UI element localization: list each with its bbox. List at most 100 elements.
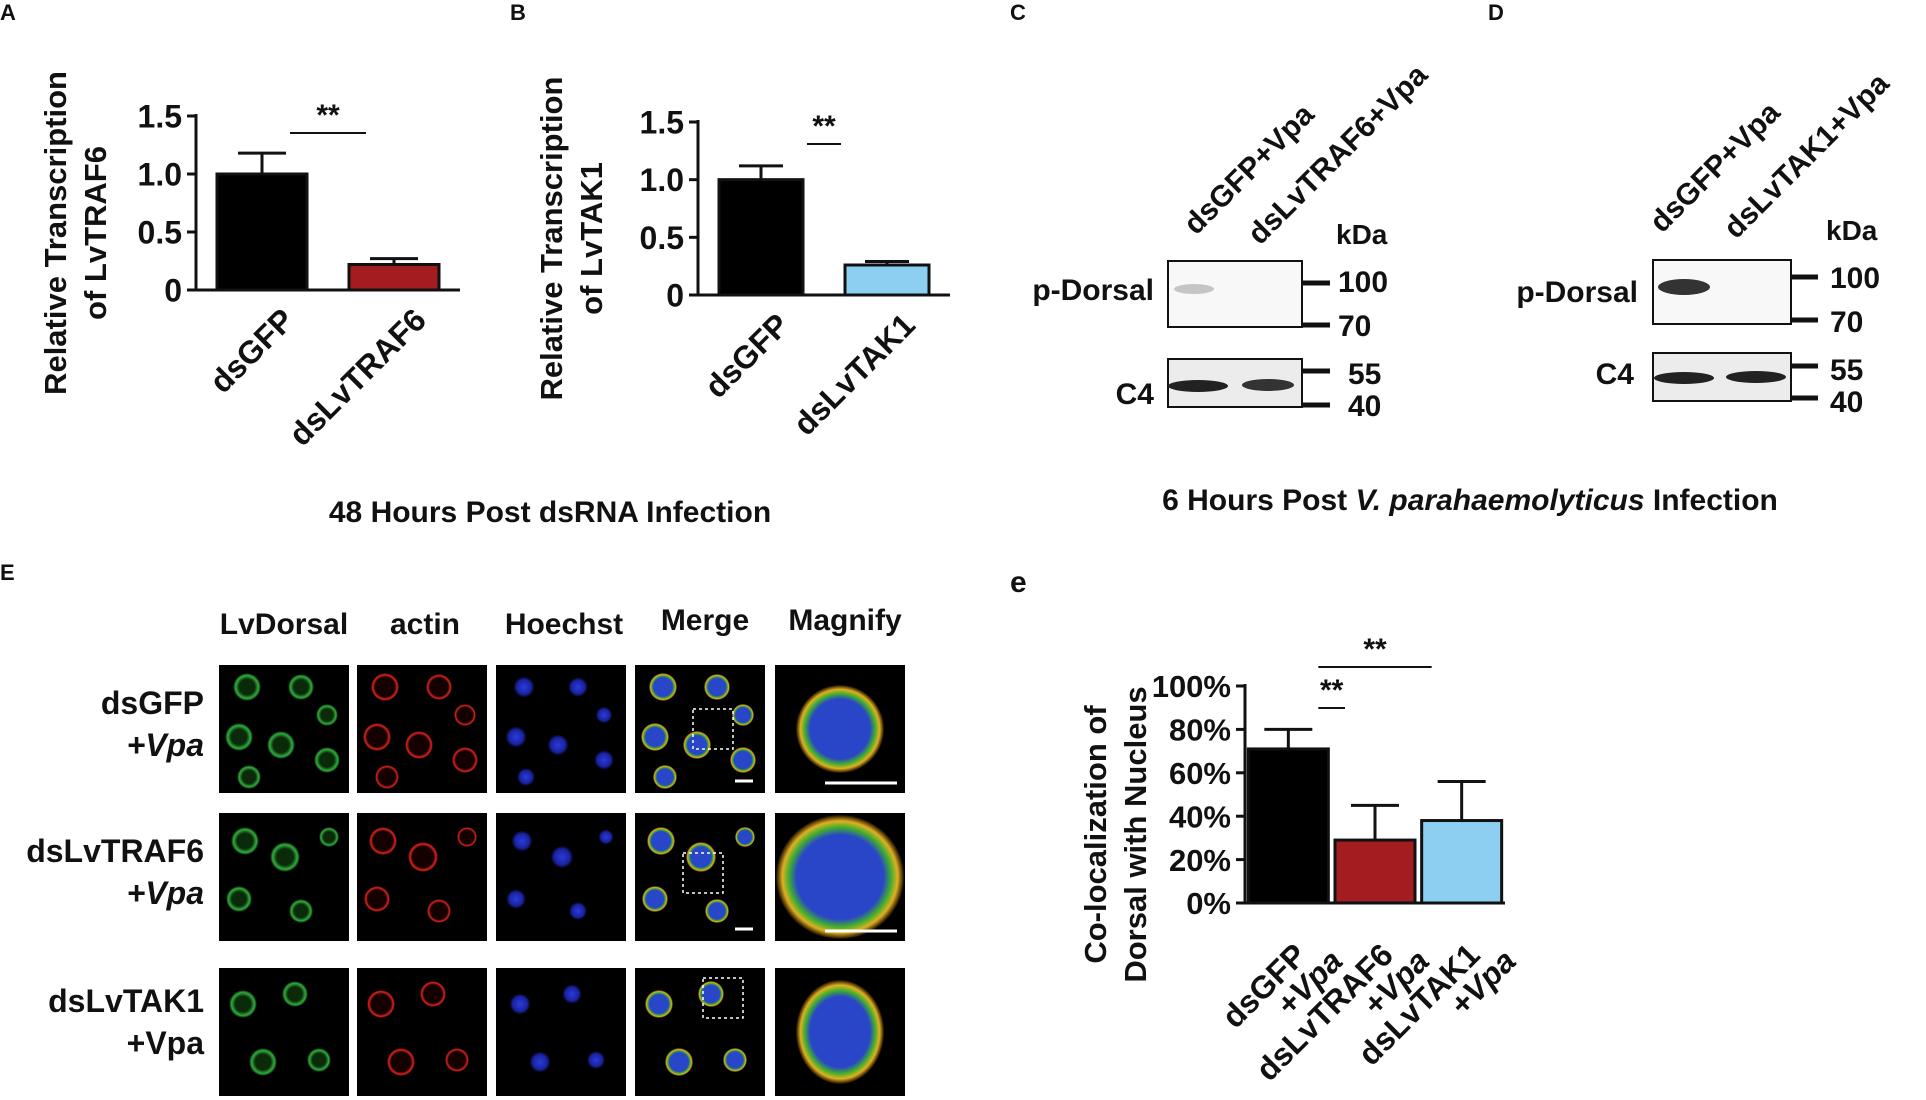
blot-c-band-c4-2 [1242, 379, 1294, 391]
micrograph-tile-r1-mag [775, 665, 905, 793]
cell [704, 674, 730, 700]
cell [705, 899, 729, 923]
category-label: dsLvTAK1 [786, 306, 922, 442]
cell [509, 993, 531, 1015]
bar [717, 178, 805, 297]
cell [568, 677, 588, 697]
y-tick-label: 100% [1152, 669, 1231, 704]
blot-d: dsGFP+Vpa dsLvTAK1+Vpa kDa p-Dorsal 100 … [1516, 67, 1895, 419]
micrograph-row-2-label-2: +Vpa [127, 875, 204, 911]
micrograph-row-3-label-2: +Vpa [127, 1025, 205, 1061]
blot-d-row-label-pdorsal: p-Dorsal [1516, 276, 1638, 309]
cell [645, 990, 673, 1018]
micrograph-tile-r1-green [219, 665, 349, 793]
significance-label: ** [1320, 674, 1344, 707]
y-axis-title: of LvTRAF6 [78, 146, 113, 320]
cell [249, 1048, 277, 1076]
cell [270, 842, 300, 872]
y-tick-label: 0% [1186, 886, 1231, 921]
cell [229, 990, 257, 1018]
cell [445, 1048, 469, 1072]
micrograph-grid [219, 665, 905, 1096]
cell [282, 981, 308, 1007]
bar [1246, 747, 1330, 905]
cell [307, 1048, 331, 1072]
cell [408, 842, 438, 872]
cell [371, 673, 399, 701]
cell [289, 899, 313, 923]
chart-e: 0%20%40%60%80%100%dsGFP+VpadsLvTRAF6+Vpa… [1078, 633, 1523, 1088]
cell [569, 902, 587, 920]
cell [547, 734, 569, 756]
micrograph-row-1-label-1: dsGFP [101, 685, 204, 721]
cell [314, 747, 340, 773]
cell [237, 765, 261, 789]
micrograph-col-merge: Merge [661, 604, 749, 637]
cell [594, 750, 614, 770]
cell [665, 1048, 693, 1076]
cell [231, 827, 259, 855]
magnified-cell [796, 685, 884, 773]
blot-c-marker-40: 40 [1348, 390, 1381, 423]
micrograph-tile-r2-red [357, 813, 487, 941]
cell [517, 768, 535, 786]
panel-label-b: B [510, 0, 526, 25]
blot-d-marker-40: 40 [1830, 386, 1863, 419]
cell [686, 842, 716, 872]
micrograph-tile-r3-mag [775, 968, 905, 1096]
cell [595, 706, 613, 724]
y-tick-label: 0 [164, 273, 182, 309]
y-axis-title: of LvTAK1 [574, 162, 609, 315]
micrograph-tile-r3-green [219, 968, 349, 1096]
micrograph-tile-r1-blue [496, 665, 626, 793]
micrograph-tile-r2-blue [496, 813, 626, 941]
cell [364, 886, 390, 912]
y-axis-title: Co-localization of [1078, 705, 1113, 964]
panel-label-d: D [1488, 0, 1504, 25]
blot-c-marker-70: 70 [1338, 310, 1371, 343]
cell [529, 1051, 551, 1073]
cell [732, 704, 754, 726]
cell [505, 726, 527, 748]
cell [723, 1048, 747, 1072]
micrograph-row-3-label-1: dsLvTAK1 [48, 983, 204, 1019]
y-tick-label: 0.5 [640, 220, 684, 256]
caption-dsrna: 48 Hours Post dsRNA Infection [329, 496, 771, 529]
cell [426, 674, 452, 700]
micrograph-col-lvdorsal: LvDorsal [220, 608, 348, 641]
blot-c-membrane-pdorsal [1167, 260, 1303, 328]
caption-vpa-suffix: Infection [1645, 484, 1778, 517]
cell [452, 747, 478, 773]
blot-d-row-label-c4: C4 [1596, 358, 1635, 391]
y-tick-label: 1.0 [640, 162, 684, 198]
y-tick-label: 60% [1169, 756, 1231, 791]
y-tick-label: 40% [1169, 799, 1231, 834]
cell [511, 830, 533, 852]
zoom-box [702, 977, 744, 1019]
bar [843, 263, 931, 297]
cell [369, 827, 397, 855]
cell [735, 827, 755, 847]
bar [1333, 838, 1417, 905]
significance-label: ** [316, 99, 340, 132]
cell [457, 827, 477, 847]
cell [647, 827, 675, 855]
cell [506, 889, 526, 909]
cell [226, 886, 252, 912]
blot-c-band-pdorsal-1 [1174, 284, 1214, 294]
cell [513, 676, 535, 698]
y-tick-label: 20% [1169, 843, 1231, 878]
blot-d-band-pdorsal-1 [1658, 279, 1710, 295]
micrograph-row-1-label-2: +Vpa [127, 727, 204, 763]
micrograph-tile-bg [496, 968, 626, 1096]
cell [427, 899, 451, 923]
micrograph-tile-r3-red [357, 968, 487, 1096]
micrograph-col-hoechst: Hoechst [505, 608, 623, 641]
cell [649, 673, 677, 701]
cell [598, 829, 614, 845]
cell [367, 990, 395, 1018]
cell [683, 731, 711, 759]
cell [641, 723, 669, 751]
